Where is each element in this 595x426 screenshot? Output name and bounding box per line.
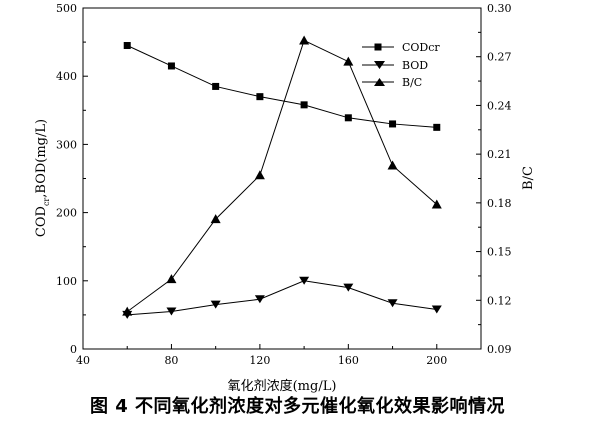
data-point-bc — [166, 274, 177, 284]
y-left-tick-label: 500 — [56, 2, 77, 15]
data-point-codcr — [344, 114, 352, 122]
y-right-tick-label: 0.09 — [487, 343, 512, 356]
figure-caption: 图 4 不同氧化剂浓度对多元催化氧化效果影响情况 — [89, 396, 506, 417]
data-point-bc — [122, 306, 133, 316]
data-point-codcr — [167, 62, 175, 70]
y-axis-title-right: B/C — [521, 166, 536, 190]
data-point-bod — [431, 305, 442, 314]
y-right-tick-label: 0.15 — [487, 246, 512, 259]
data-point-bc — [431, 199, 442, 209]
data-point-bod — [166, 307, 177, 316]
y-right-tick-label: 0.18 — [487, 197, 512, 210]
data-point-codcr — [212, 82, 220, 90]
y-left-tick-label: 400 — [56, 70, 77, 83]
y-right-tick-label: 0.21 — [487, 148, 512, 161]
data-point-codcr — [389, 120, 397, 128]
data-point-bc — [254, 170, 265, 180]
data-point-bod — [387, 299, 398, 308]
legend-item-codcr: CODcr — [362, 41, 440, 54]
series-line-codcr — [127, 45, 437, 128]
legend-label-bod: BOD — [402, 59, 428, 72]
y-left-tick-label: 200 — [56, 207, 77, 220]
data-point-codcr — [123, 42, 131, 50]
data-point-bc — [299, 35, 310, 45]
data-point-bod — [254, 295, 265, 304]
y-right-tick-label: 0.12 — [487, 294, 512, 307]
data-point-bc — [387, 160, 398, 170]
y-right-tick-label: 0.27 — [487, 51, 512, 64]
data-point-bod — [343, 283, 354, 292]
x-tick-label: 80 — [164, 354, 178, 367]
data-point-codcr — [433, 123, 441, 131]
y-right-tick-label: 0.30 — [487, 2, 512, 15]
x-tick-label: 160 — [338, 354, 359, 367]
y-axis-title-left-rest: ,BOD(mg/L) — [34, 119, 49, 198]
data-point-bc — [210, 214, 221, 224]
y-axis-title-left-main: COD — [34, 206, 49, 237]
data-point-bc — [343, 56, 354, 66]
y-axis-title-left: CODcr,BOD(mg/L) — [34, 119, 51, 237]
x-tick-label: 40 — [76, 354, 90, 367]
series-line-bod — [127, 280, 437, 316]
series-markers — [122, 35, 442, 319]
series-line-bc — [126, 39, 438, 313]
legend-label-codcr: CODcr — [402, 41, 440, 54]
data-point-bod — [299, 276, 310, 285]
legend-label-bc: B/C — [402, 76, 422, 89]
x-axis-title: 氧化剂浓度(mg/L) — [228, 378, 337, 394]
y-right-tick-label: 0.24 — [487, 99, 512, 112]
x-tick-label: 200 — [426, 354, 447, 367]
legend-marker-triangle-down — [374, 61, 385, 69]
legend-item-bc: B/C — [362, 76, 422, 89]
legend: CODcr BOD B/C — [362, 41, 440, 89]
legend-item-bod: BOD — [362, 59, 428, 72]
x-tick-label: 120 — [249, 354, 270, 367]
data-point-bod — [210, 300, 221, 309]
legend-marker-triangle-up — [374, 78, 385, 86]
y-left-tick-label: 300 — [56, 138, 77, 151]
series-lines — [126, 39, 438, 316]
data-point-codcr — [256, 93, 264, 101]
y-left-tick-label: 100 — [56, 275, 77, 288]
y-axis-title-left-subscript: cr — [42, 198, 51, 206]
data-point-codcr — [300, 101, 308, 109]
ticks: 40 80 120 160 200 0 100 200 300 400 500 0.09 0.12 0.1… — [56, 2, 512, 367]
y-left-tick-label: 0 — [70, 343, 77, 356]
legend-marker-square — [374, 43, 382, 51]
